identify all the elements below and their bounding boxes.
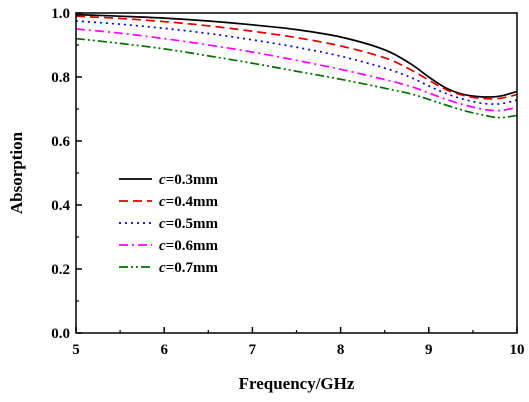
y-tick-label: 0.8	[51, 70, 70, 86]
x-axis: 5 6 7 8 9 10	[72, 327, 525, 358]
y-tick-label: 0.6	[51, 134, 70, 150]
x-tick-label: 6	[160, 342, 168, 358]
x-tick-label: 8	[337, 342, 345, 358]
series-layer	[75, 13, 518, 119]
y-tick-label: 0.0	[51, 326, 70, 342]
series-line-1	[75, 13, 518, 98]
y-tick-label: 0.2	[51, 262, 70, 278]
y-tick-label: 0.4	[51, 198, 70, 214]
legend-label-value: =0.3mm	[166, 172, 219, 188]
y-tick-label: 1.0	[51, 6, 70, 22]
legend-label-variable: c	[159, 216, 166, 232]
legend-label-3: c=0.5mm	[159, 216, 218, 232]
legend-label-variable: c	[159, 194, 166, 210]
x-tick-label: 9	[425, 342, 433, 358]
legend-label-1: c=0.3mm	[159, 172, 218, 188]
series-line-4	[75, 28, 518, 112]
legend-label-4: c=0.6mm	[159, 238, 218, 254]
legend-label-2: c=0.4mm	[159, 194, 218, 210]
series-line-3	[75, 20, 518, 105]
x-tick-label: 5	[72, 342, 80, 358]
legend-label-variable: c	[159, 238, 166, 254]
x-tick-label: 7	[249, 342, 257, 358]
y-axis-title: Absorption	[7, 131, 26, 214]
legend-label-value: =0.6mm	[166, 238, 219, 254]
x-tick-label: 10	[510, 342, 525, 358]
legend-label-variable: c	[159, 260, 166, 276]
legend-label-value: =0.5mm	[166, 216, 219, 232]
x-axis-title: Frequency/GHz	[239, 374, 355, 393]
legend-label-variable: c	[159, 172, 166, 188]
legend-label-value: =0.7mm	[166, 260, 219, 276]
y-axis: 0.0 0.2 0.4 0.6 0.8 1.0	[51, 6, 82, 342]
series-line-5	[75, 37, 518, 119]
series-line-2	[75, 15, 518, 100]
legend-label-value: =0.4mm	[166, 194, 219, 210]
legend-label-5: c=0.7mm	[159, 260, 218, 276]
